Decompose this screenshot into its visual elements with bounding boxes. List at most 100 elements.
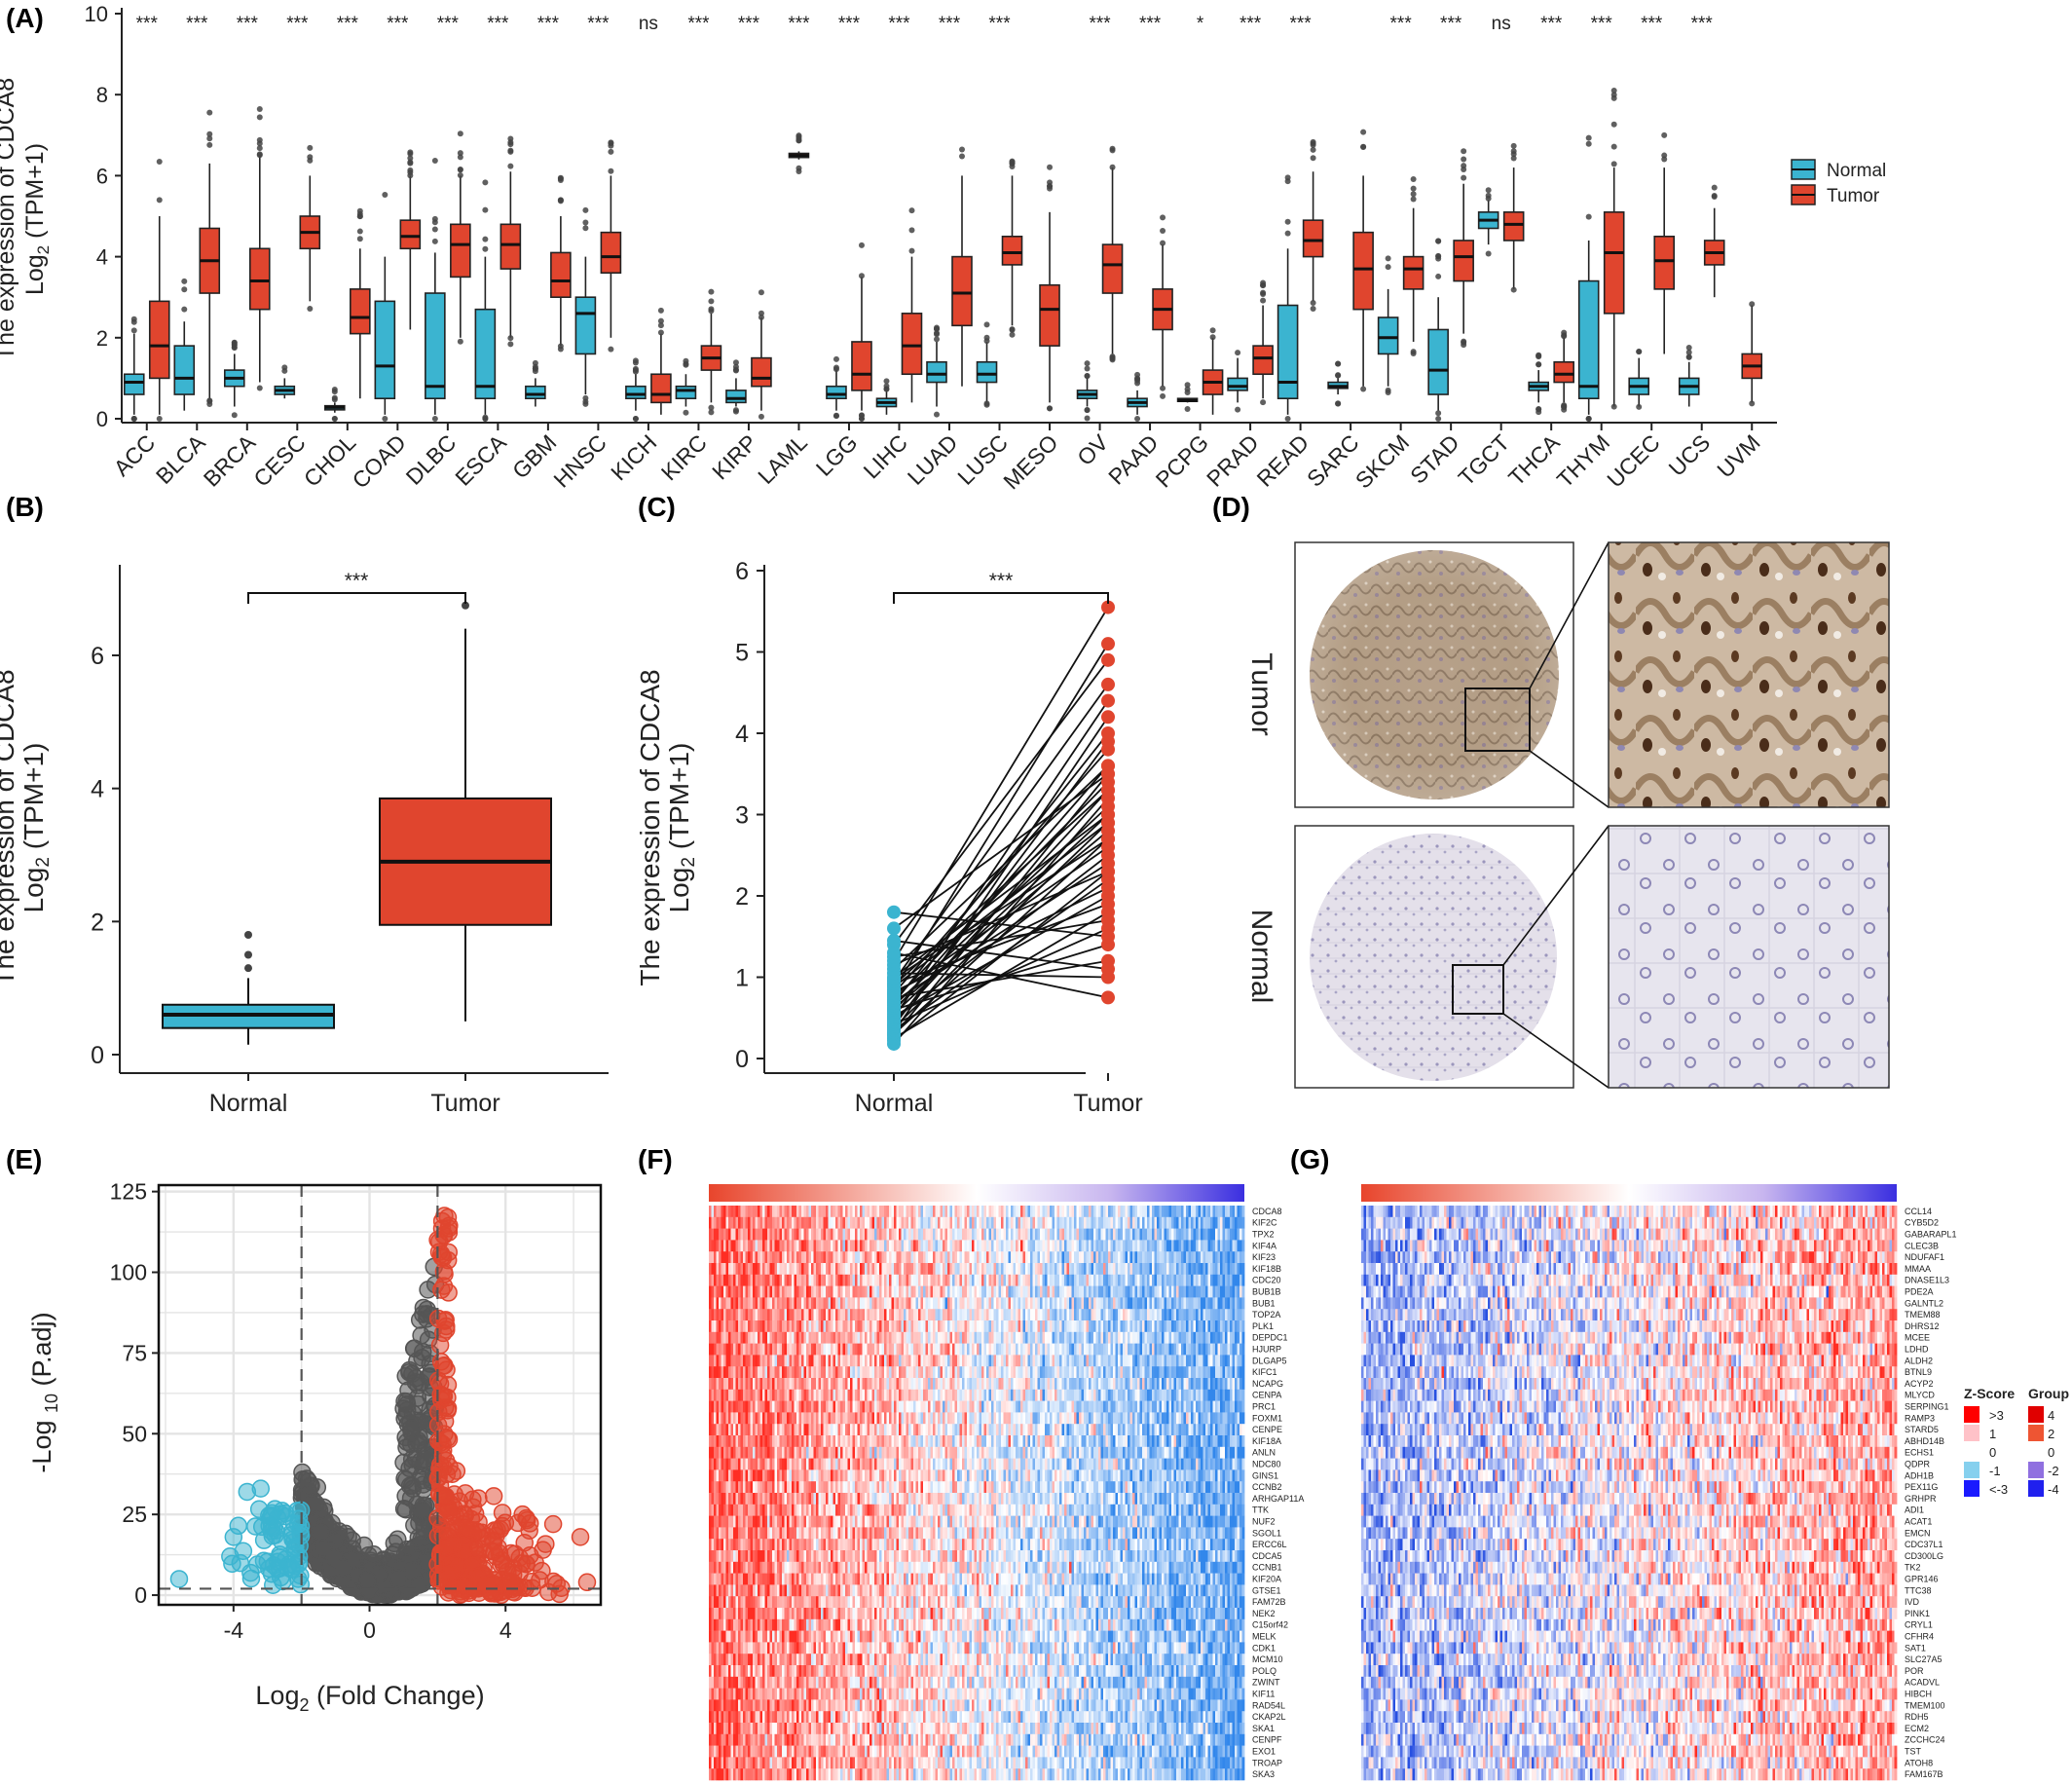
heatmap-cell	[764, 1424, 768, 1436]
heatmap-cell	[767, 1481, 770, 1494]
heatmap-cell	[828, 1400, 832, 1413]
heatmap-cell	[721, 1654, 724, 1666]
heatmap-cell	[794, 1596, 797, 1609]
heatmap-cell	[745, 1711, 749, 1724]
heatmap-cell	[740, 1504, 744, 1516]
heatmap-cell	[728, 1228, 731, 1241]
heatmap-cell	[762, 1389, 765, 1401]
heatmap-cell	[782, 1435, 785, 1448]
heatmap-cell	[787, 1745, 790, 1758]
outlier-point	[1335, 400, 1342, 407]
heatmap-cell	[796, 1596, 799, 1609]
heatmap-cell	[821, 1733, 824, 1746]
heatmap-cell	[801, 1216, 804, 1229]
heatmap-cell	[723, 1711, 726, 1724]
heatmap-cell	[792, 1320, 795, 1333]
heatmap-cell	[782, 1676, 785, 1689]
heatmap-cell	[733, 1596, 736, 1609]
heatmap-cell	[764, 1378, 768, 1391]
heatmap-cell	[813, 1274, 817, 1286]
heatmap-cell	[792, 1733, 795, 1746]
heatmap-cell	[750, 1561, 754, 1574]
heatmap-cell	[733, 1676, 736, 1689]
outlier-point	[1585, 416, 1592, 422]
heatmap-cell	[743, 1561, 746, 1574]
outlier-point	[307, 154, 314, 161]
heatmap-cell	[711, 1733, 715, 1746]
outlier-point	[130, 316, 137, 322]
volcano-point	[251, 1479, 271, 1498]
heatmap-cell	[784, 1446, 788, 1459]
heatmap-cell	[709, 1768, 712, 1781]
heatmap-cell	[798, 1527, 802, 1540]
heatmap-cell	[719, 1688, 722, 1700]
x-tick-label: OV	[1072, 429, 1113, 470]
heatmap-cell	[709, 1618, 712, 1631]
volcano-point	[520, 1521, 538, 1540]
heatmap-cell	[801, 1320, 804, 1333]
heatmap-cell	[725, 1561, 729, 1574]
heatmap-cell	[755, 1435, 758, 1448]
heatmap-cell	[740, 1366, 744, 1379]
heatmap-cell	[733, 1285, 736, 1298]
legend-normal-label: Normal	[1827, 161, 1886, 181]
heatmap-cell	[769, 1618, 773, 1631]
heatmap-cell	[709, 1400, 712, 1413]
volcano-point	[263, 1527, 282, 1545]
heatmap-cell	[787, 1216, 790, 1229]
heatmap-cell	[753, 1412, 756, 1425]
heatmap-cell	[733, 1206, 736, 1218]
heatmap-cell	[789, 1458, 793, 1470]
heatmap-cell	[762, 1424, 765, 1436]
normal-box-ACC	[123, 316, 145, 422]
heatmap-cell	[794, 1366, 797, 1379]
heatmap-cell	[792, 1263, 795, 1276]
heatmap-cell	[828, 1412, 832, 1425]
heatmap-cell	[784, 1206, 788, 1218]
heatmap-cell	[759, 1343, 763, 1356]
heatmap-cell	[709, 1412, 712, 1425]
heatmap-cell	[767, 1688, 770, 1700]
heatmap-cell	[743, 1285, 746, 1298]
heatmap-cell	[779, 1654, 783, 1666]
significance-label: ***	[1440, 14, 1462, 34]
heatmap-cell	[719, 1458, 722, 1470]
heatmap-cell	[792, 1757, 795, 1769]
heatmap-cell	[716, 1757, 720, 1769]
heatmap-cell	[750, 1642, 754, 1654]
heatmap-cell	[803, 1642, 807, 1654]
heatmap-cell	[789, 1469, 793, 1482]
heatmap-cell	[796, 1378, 799, 1391]
heatmap-cell	[767, 1469, 770, 1482]
outlier-point	[1410, 191, 1417, 198]
x-tick-label: BLCA	[151, 429, 210, 489]
outlier-point	[1047, 405, 1054, 412]
heatmap-cell	[719, 1550, 722, 1563]
heatmap-cell	[808, 1412, 812, 1425]
heatmap-cell	[709, 1309, 712, 1321]
heatmap-cell	[764, 1251, 768, 1264]
heatmap-cell	[759, 1435, 763, 1448]
heatmap-cell	[755, 1206, 758, 1218]
heatmap-cell	[728, 1596, 731, 1609]
heatmap-cell	[764, 1469, 768, 1482]
heatmap-cell	[769, 1527, 773, 1540]
heatmap-cell	[821, 1504, 824, 1516]
heatmap-cell	[719, 1584, 722, 1597]
heatmap-cell	[803, 1320, 807, 1333]
heatmap-cell	[808, 1458, 812, 1470]
tumor-box-PCPG	[1202, 327, 1224, 415]
heatmap-cell	[813, 1665, 817, 1678]
heatmap-cell	[796, 1251, 799, 1264]
heatmap-cell	[787, 1618, 790, 1631]
heatmap-cell	[709, 1642, 712, 1654]
heatmap-cell	[753, 1435, 756, 1448]
heatmap-cell	[730, 1320, 734, 1333]
significance-label: ***	[1290, 14, 1313, 34]
heatmap-cell	[721, 1768, 724, 1781]
heatmap-cell	[826, 1251, 829, 1264]
heatmap-cell	[813, 1331, 817, 1344]
heatmap-cell	[725, 1584, 729, 1597]
heatmap-cell	[779, 1757, 783, 1769]
heatmap-cell	[821, 1515, 824, 1528]
